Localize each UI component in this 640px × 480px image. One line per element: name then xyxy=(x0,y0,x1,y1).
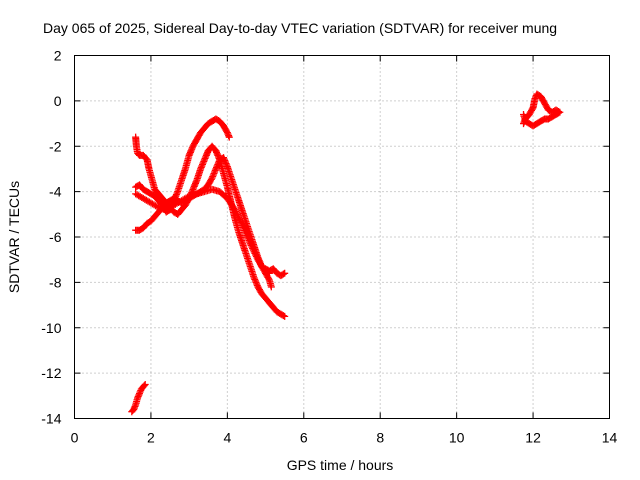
x-tick-label: 6 xyxy=(300,430,308,446)
data-point xyxy=(281,269,289,277)
data-point xyxy=(281,312,289,320)
data-point xyxy=(245,237,253,245)
data-point xyxy=(252,253,260,261)
data-point xyxy=(246,238,254,246)
x-tick-label: 12 xyxy=(525,430,541,446)
data-point xyxy=(248,243,256,251)
x-tick-label: 2 xyxy=(147,430,155,446)
data-point xyxy=(140,382,148,390)
data-point xyxy=(249,246,257,254)
x-tick-label: 10 xyxy=(449,430,465,446)
y-tick-label: -6 xyxy=(49,229,62,245)
data-point xyxy=(267,283,275,291)
y-axis-label: SDTVAR / TECUs xyxy=(6,181,22,293)
data-point xyxy=(232,207,240,215)
data-point xyxy=(244,233,252,241)
y-tick-label: 2 xyxy=(54,48,62,64)
data-series xyxy=(128,380,149,416)
y-tick-label: 0 xyxy=(54,93,62,109)
y-tick-label: -12 xyxy=(41,365,61,381)
data-point xyxy=(247,241,255,249)
data-point xyxy=(236,217,244,225)
data-point xyxy=(238,220,246,228)
x-tick-label: 8 xyxy=(376,430,384,446)
y-axis-ticks: 2 0 -2 -4 -6 -8 -10 -12 -14 xyxy=(41,48,610,427)
data-point xyxy=(184,193,192,201)
data-point xyxy=(253,254,261,262)
data-point xyxy=(233,211,241,219)
data-series xyxy=(132,133,289,320)
data-point xyxy=(233,209,241,217)
data-point xyxy=(231,206,239,214)
x-axis-label: GPS time / hours xyxy=(287,457,394,473)
data-point xyxy=(246,240,254,248)
data-point xyxy=(141,380,149,388)
x-tick-label: 0 xyxy=(71,430,79,446)
data-point xyxy=(520,110,528,118)
x-axis-ticks: 0 2 4 6 8 10 12 14 xyxy=(71,55,618,446)
data-point xyxy=(244,235,252,243)
data-point xyxy=(243,232,251,240)
data-point xyxy=(239,223,247,231)
y-tick-label: -2 xyxy=(49,138,62,154)
data-point xyxy=(225,133,233,141)
data-point xyxy=(235,214,243,222)
data-point xyxy=(252,251,260,259)
data-point xyxy=(234,212,242,220)
x-tick-label: 14 xyxy=(602,430,618,446)
y-tick-label: -14 xyxy=(41,411,61,427)
data-marks xyxy=(128,90,564,416)
data-point xyxy=(279,312,287,320)
data-point xyxy=(249,245,257,253)
data-point xyxy=(241,228,249,236)
chart-title: Day 065 of 2025, Sidereal Day-to-day VTE… xyxy=(43,20,557,36)
data-point xyxy=(265,275,273,283)
grid xyxy=(74,55,610,419)
data-point xyxy=(250,248,258,256)
data-point xyxy=(240,225,248,233)
x-tick-label: 4 xyxy=(223,430,231,446)
data-point xyxy=(251,249,259,257)
data-series xyxy=(132,185,275,291)
y-tick-label: -10 xyxy=(41,320,61,336)
y-tick-label: -4 xyxy=(49,184,62,200)
data-series xyxy=(520,90,564,130)
data-point xyxy=(153,203,161,211)
data-point xyxy=(241,227,249,235)
data-point xyxy=(237,218,245,226)
data-point xyxy=(242,230,250,238)
data-point xyxy=(239,222,247,230)
data-series xyxy=(262,265,289,280)
data-point xyxy=(236,215,244,223)
y-tick-label: -8 xyxy=(49,274,62,290)
data-point xyxy=(279,270,287,278)
